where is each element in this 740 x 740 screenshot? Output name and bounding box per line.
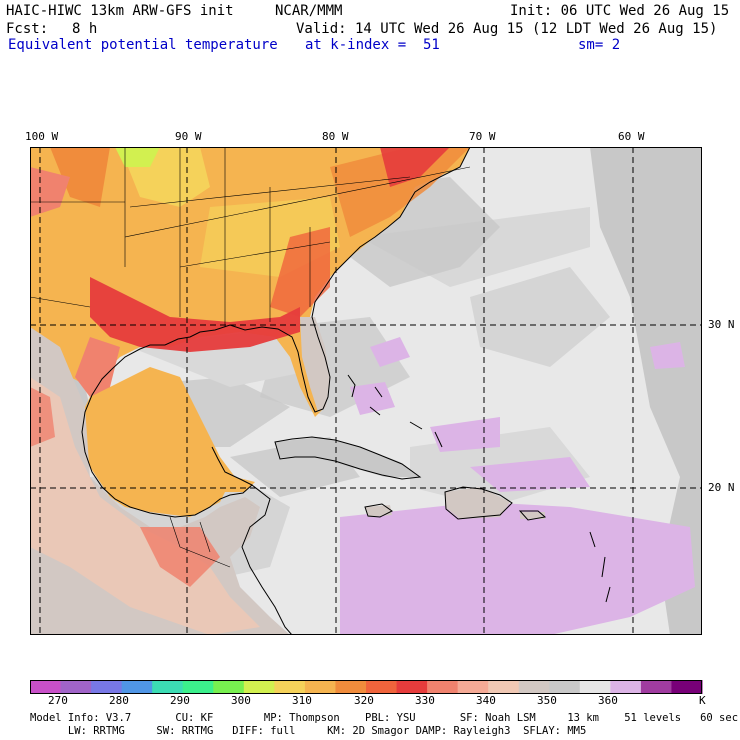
colorbar-tick-320: 320 (354, 695, 374, 707)
forecast-hour: 8 h (72, 21, 97, 37)
lon-label-70w: 70 W (469, 131, 496, 143)
colorbar-swatch (152, 680, 183, 694)
colorbar-swatch (488, 680, 519, 694)
colorbar-tick-290: 290 (170, 695, 190, 707)
forecast-label: Fcst: (6, 21, 48, 37)
colorbar-swatch (580, 680, 611, 694)
colorbar-swatch (244, 680, 275, 694)
colorbar-tick-300: 300 (231, 695, 251, 707)
valid-time: Valid: 14 UTC Wed 26 Aug 15 (12 LDT Wed … (296, 21, 717, 37)
colorbar-tick-310: 310 (292, 695, 312, 707)
smoothing: sm= 2 (578, 37, 620, 53)
colorbar-swatch (274, 680, 305, 694)
colorbar-swatch (427, 680, 458, 694)
init-time: Init: 06 UTC Wed 26 Aug 15 (510, 3, 729, 19)
model-info-line-1: Model Info: V3.7 CU: KF MP: Thompson PBL… (30, 712, 738, 724)
field-name: Equivalent potential temperature (8, 37, 278, 53)
colorbar-tick-270: 270 (48, 695, 68, 707)
model-title: HAIC-HIWC 13km ARW-GFS init (6, 3, 234, 19)
colorbar-swatch (183, 680, 214, 694)
colorbar-swatch (335, 680, 366, 694)
colorbar-swatch (61, 680, 92, 694)
lat-label-30n: 30 N (708, 319, 735, 331)
theta-e-map (30, 147, 702, 635)
colorbar-swatch (366, 680, 397, 694)
colorbar-swatch (671, 680, 702, 694)
lon-label-90w: 90 W (175, 131, 202, 143)
colorbar-tick-360: 360 (598, 695, 618, 707)
lon-label-80w: 80 W (322, 131, 349, 143)
organization: NCAR/MMM (275, 3, 342, 19)
lat-label-20n: 20 N (708, 482, 735, 494)
colorbar-swatch (305, 680, 336, 694)
colorbar-swatch (30, 680, 61, 694)
colorbar-swatch (641, 680, 672, 694)
level-index: at k-index = 51 (305, 37, 440, 53)
colorbar-swatch (122, 680, 153, 694)
colorbar-tick-350: 350 (537, 695, 557, 707)
lon-label-60w: 60 W (618, 131, 645, 143)
colorbar-swatch (458, 680, 489, 694)
colorbar (30, 680, 705, 694)
lon-label-100w: 100 W (25, 131, 58, 143)
colorbar-swatch (397, 680, 428, 694)
model-info-line-2: LW: RRTMG SW: RRTMG DIFF: full KM: 2D Sm… (30, 725, 586, 737)
colorbar-tick-280: 280 (109, 695, 129, 707)
colorbar-swatch (519, 680, 550, 694)
colorbar-swatch (213, 680, 244, 694)
colorbar-swatch (610, 680, 641, 694)
colorbar-tick-340: 340 (476, 695, 496, 707)
colorbar-swatch (91, 680, 122, 694)
colorbar-unit: K (699, 695, 706, 707)
colorbar-swatch (549, 680, 580, 694)
colorbar-tick-330: 330 (415, 695, 435, 707)
